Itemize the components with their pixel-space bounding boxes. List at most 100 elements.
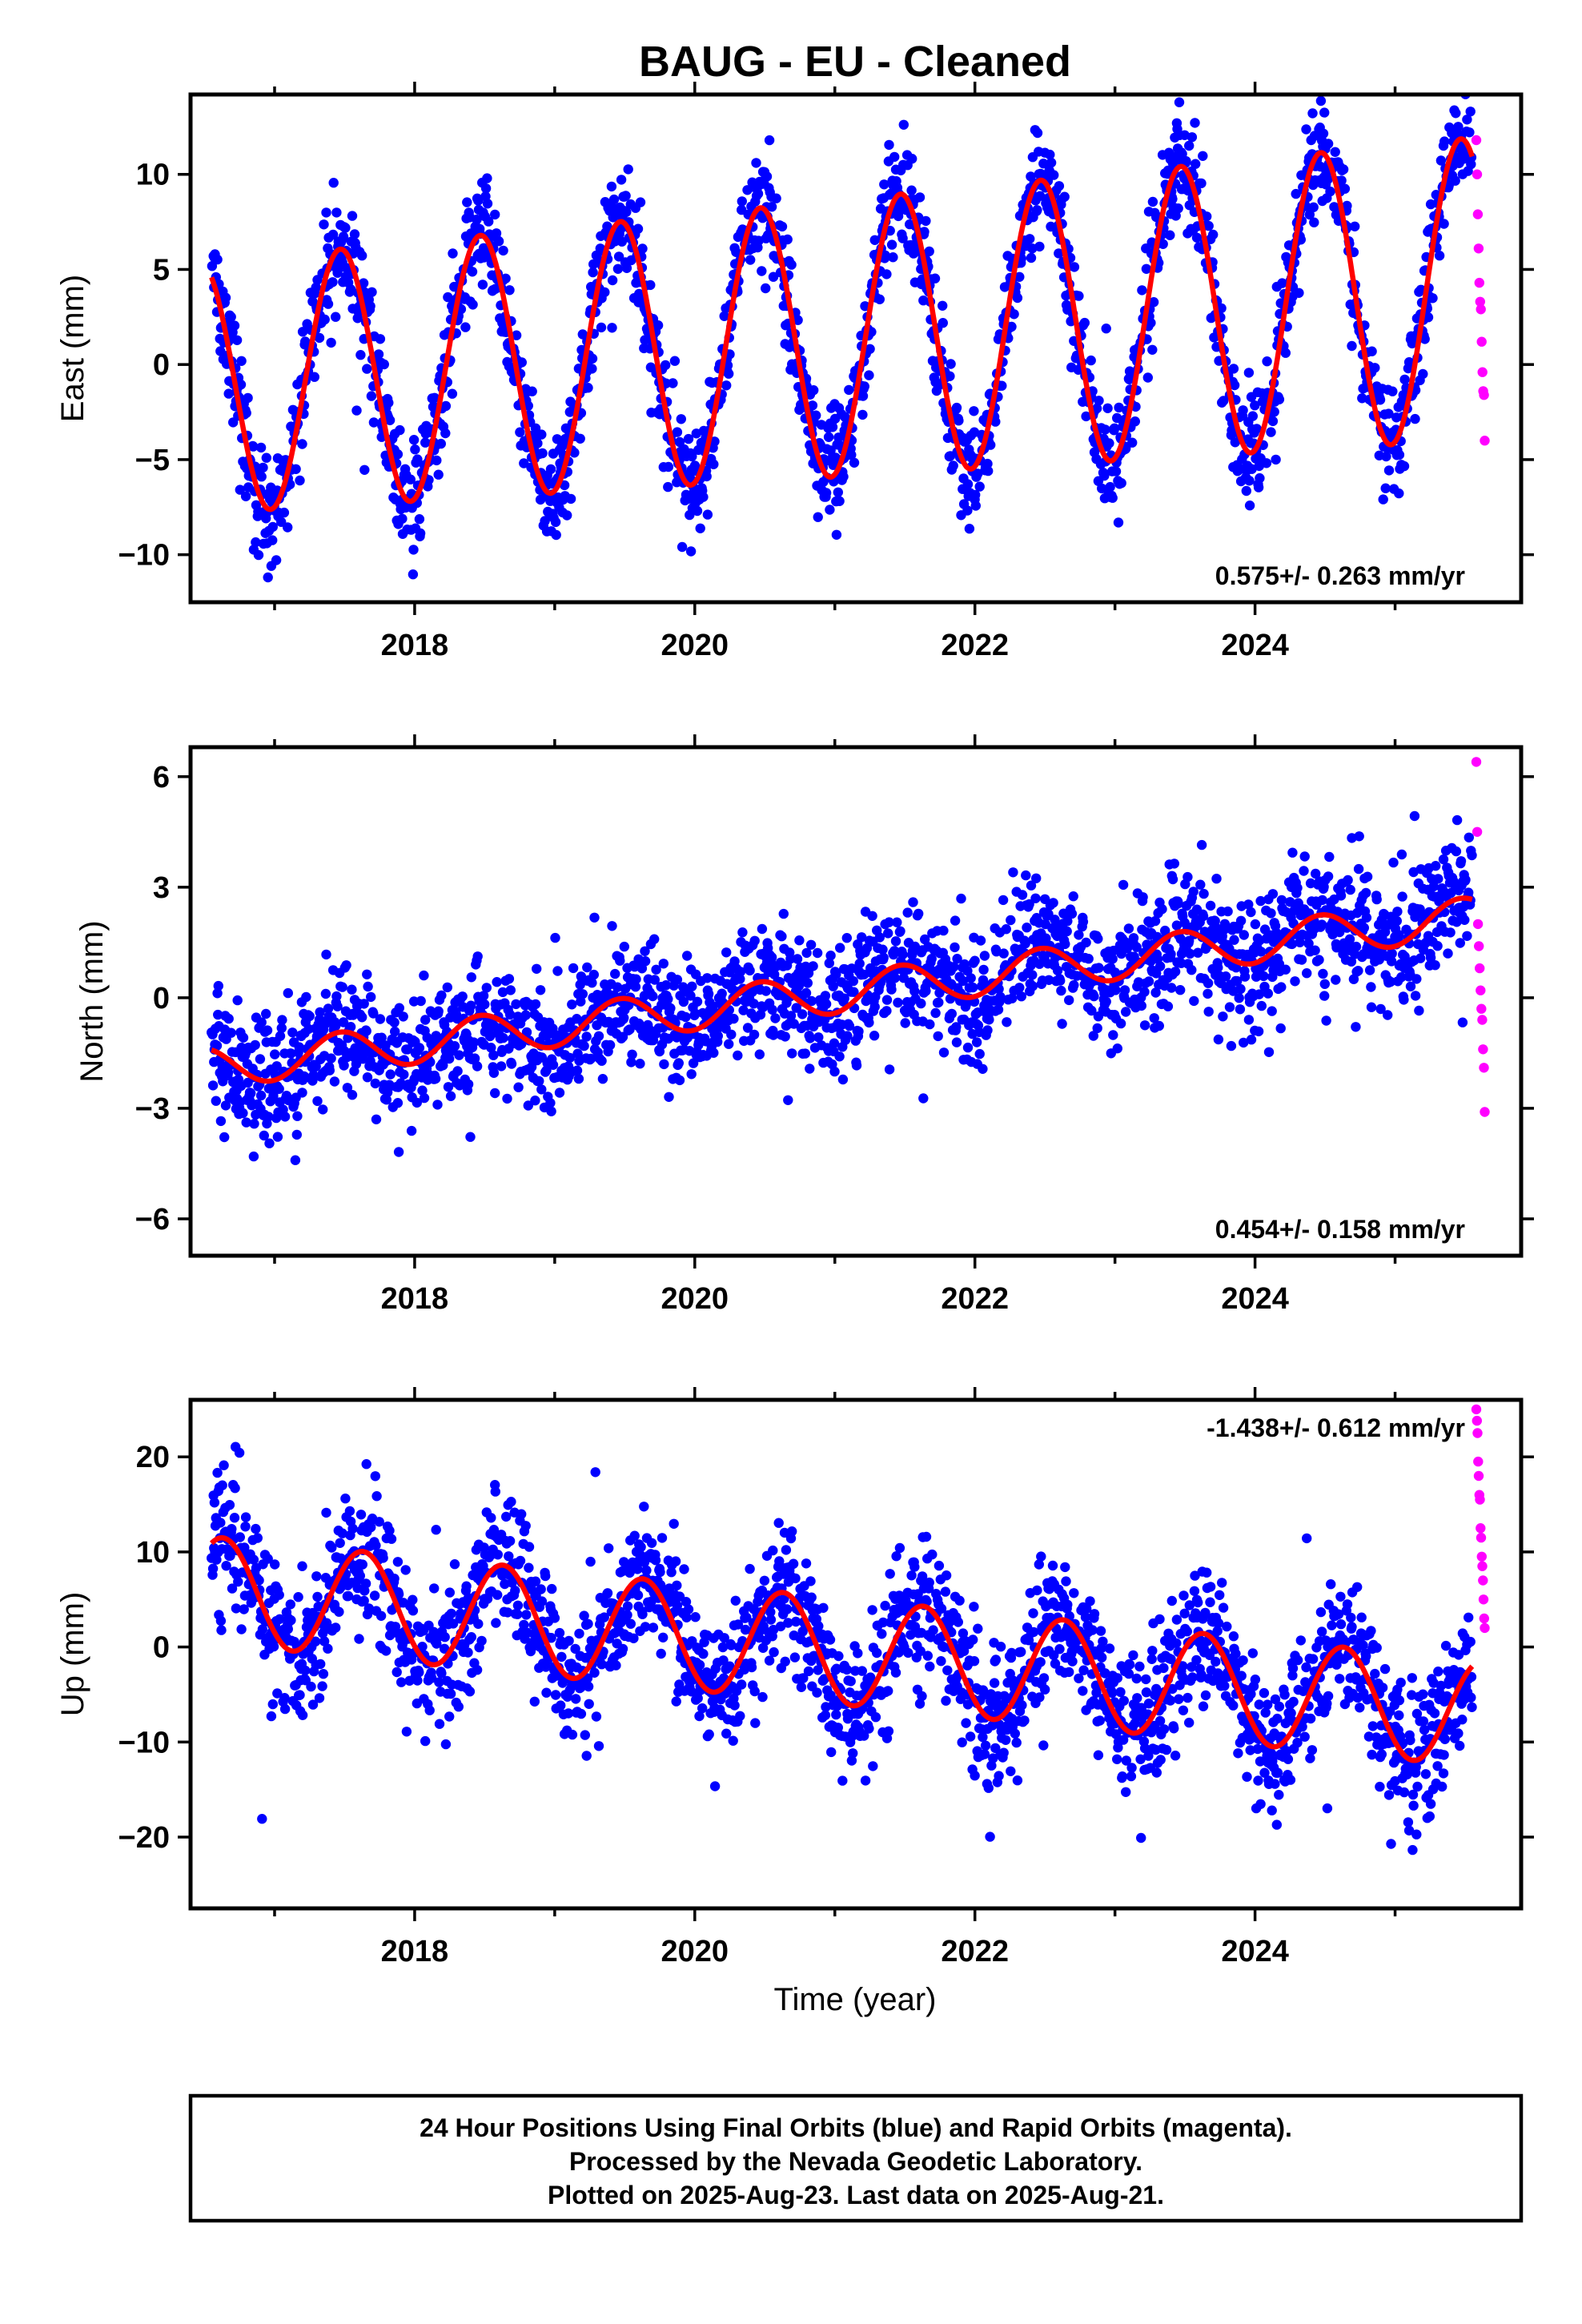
final-orbit-point <box>1396 849 1407 860</box>
y-tick-label: 5 <box>153 253 170 287</box>
final-orbit-point <box>432 1100 443 1110</box>
final-orbit-point <box>452 1066 463 1076</box>
final-orbit-point <box>510 1586 520 1596</box>
final-orbit-point <box>709 436 720 447</box>
final-orbit-point <box>909 941 921 952</box>
final-orbit-point <box>648 991 658 1002</box>
final-orbit-point <box>217 1061 227 1072</box>
final-orbit-point <box>690 1008 701 1019</box>
final-orbit-point <box>283 987 293 999</box>
final-orbit-point <box>607 323 617 333</box>
final-orbit-point <box>1351 941 1362 952</box>
final-orbit-point <box>709 459 719 469</box>
final-orbit-point <box>924 246 934 257</box>
final-orbit-point <box>1310 945 1320 955</box>
final-orbit-point <box>1309 217 1319 227</box>
final-orbit-point <box>408 1594 418 1605</box>
final-orbit-point <box>1154 1020 1165 1031</box>
final-orbit-point <box>347 984 357 995</box>
final-orbit-point <box>1213 963 1223 973</box>
final-orbit-point <box>783 1095 793 1106</box>
rapid-orbit-point <box>1474 277 1485 288</box>
final-orbit-point <box>216 1625 227 1635</box>
final-orbit-point <box>412 1675 423 1686</box>
final-orbit-point <box>768 1030 779 1040</box>
final-orbit-point <box>427 1673 437 1683</box>
final-orbit-point <box>1335 891 1347 901</box>
final-orbit-point <box>688 1058 699 1068</box>
final-orbit-point <box>630 982 641 992</box>
final-orbit-point <box>1173 203 1183 214</box>
final-orbit-point <box>1006 915 1016 926</box>
final-orbit-point <box>349 229 360 239</box>
final-orbit-point <box>1166 949 1176 959</box>
final-orbit-point <box>440 1739 452 1750</box>
final-orbit-point <box>838 472 849 482</box>
final-orbit-point <box>889 151 900 163</box>
final-orbit-point <box>1243 899 1254 910</box>
final-orbit-point <box>1455 938 1466 948</box>
final-orbit-point <box>297 1561 307 1571</box>
final-orbit-point <box>327 229 339 240</box>
final-orbit-point <box>778 908 789 919</box>
final-orbit-point <box>1316 919 1327 930</box>
final-orbit-point <box>513 1082 524 1092</box>
final-orbit-point <box>1101 996 1111 1007</box>
final-orbit-point <box>308 1070 319 1080</box>
final-orbit-point <box>1114 402 1124 413</box>
final-orbit-point <box>274 1590 284 1600</box>
final-orbit-point <box>721 380 732 391</box>
final-orbit-point <box>363 981 373 992</box>
final-orbit-point <box>258 462 268 473</box>
final-orbit-point <box>1319 991 1330 1001</box>
final-orbit-point <box>1235 915 1247 927</box>
final-orbit-point <box>545 1098 556 1108</box>
final-orbit-point <box>1396 972 1407 983</box>
final-orbit-point <box>970 955 980 966</box>
final-orbit-point <box>1229 935 1239 945</box>
final-orbit-point <box>492 1590 503 1600</box>
final-orbit-point <box>385 1069 396 1080</box>
final-orbit-point <box>445 1091 456 1101</box>
final-orbit-point <box>994 983 1004 995</box>
final-orbit-point <box>669 356 681 366</box>
final-orbit-point <box>368 1008 379 1019</box>
final-orbit-point <box>1336 175 1347 186</box>
final-orbit-point <box>263 1112 274 1122</box>
final-orbit-point <box>267 535 278 545</box>
final-orbit-point <box>231 335 243 345</box>
final-orbit-point <box>360 1578 371 1589</box>
final-orbit-point <box>466 1000 476 1011</box>
final-orbit-point <box>482 199 493 209</box>
final-orbit-point <box>1173 899 1183 909</box>
final-orbit-point <box>990 416 1001 427</box>
final-orbit-point <box>463 1079 474 1090</box>
final-orbit-point <box>1089 991 1099 1002</box>
plot-area <box>207 94 1490 583</box>
final-orbit-point <box>319 314 330 325</box>
final-orbit-point <box>842 1031 853 1041</box>
final-orbit-point <box>449 1041 460 1051</box>
final-orbit-point <box>342 1083 353 1093</box>
x-tick-label: 2022 <box>941 629 1009 662</box>
final-orbit-point <box>786 259 797 270</box>
final-orbit-point <box>1259 971 1269 982</box>
final-orbit-point <box>834 496 845 506</box>
final-orbit-point <box>742 1023 753 1033</box>
final-orbit-point <box>951 1022 962 1032</box>
final-orbit-point <box>1235 1004 1246 1015</box>
final-orbit-point <box>547 1583 557 1594</box>
final-orbit-point <box>604 1039 616 1051</box>
final-orbit-point <box>1026 252 1037 263</box>
final-orbit-point <box>1092 1023 1102 1034</box>
final-orbit-point <box>825 505 835 515</box>
final-orbit-point <box>1319 107 1330 118</box>
final-orbit-point <box>777 221 788 232</box>
final-orbit-point <box>1175 985 1186 995</box>
rapid-orbit-point <box>1471 757 1482 767</box>
final-orbit-point <box>601 987 612 997</box>
final-orbit-point <box>596 1055 607 1066</box>
final-orbit-point <box>1162 1001 1174 1011</box>
final-orbit-point <box>340 1494 351 1504</box>
final-orbit-point <box>309 372 319 382</box>
